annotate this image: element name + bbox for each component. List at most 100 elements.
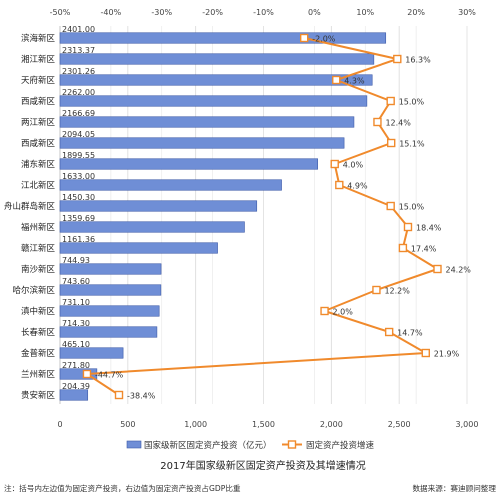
bar (59, 284, 162, 296)
growth-point (300, 33, 309, 43)
growth-point-label: 24.2% (445, 266, 471, 275)
bar-value-label: 2301.26 (62, 67, 95, 76)
growth-point (386, 138, 396, 148)
growth-line (85, 37, 439, 396)
category-label: 长春新区 (21, 327, 56, 338)
top-tick-label: 10% (356, 8, 374, 17)
bar (59, 200, 258, 212)
category-label-layer: 滨海新区湘江新区天府新区西咸新区两江新区西咸新区浦东新区江北新区舟山群岛新区福州… (4, 33, 56, 401)
legend-swatch-marker (287, 440, 297, 449)
category-label: 金普新区 (21, 348, 56, 359)
bar (59, 242, 218, 254)
bottom-tick-label: 1,500 (252, 420, 275, 429)
bottom-axis-tick-labels: 0 500 1,000 1,500 2,000 2,500 3,000 (57, 420, 478, 429)
bar-label-layer: 2401.00 2313.37 2301.26 2262.00 2166.69 2094.… (62, 25, 95, 391)
top-tick-label: -40% (101, 8, 122, 17)
growth-point-label: 2.0% (333, 308, 354, 317)
top-tick-label: 20% (407, 8, 425, 17)
bar-value-label: 271.80 (62, 361, 90, 370)
growth-point-label: 16.3% (405, 56, 431, 65)
bar (59, 95, 368, 107)
growth-point-label: 15.1% (399, 140, 425, 149)
bottom-tick-label: 3,000 (456, 420, 479, 429)
growth-point (421, 348, 430, 358)
bar (59, 221, 245, 233)
bar (59, 347, 124, 359)
growth-point (386, 96, 395, 106)
bar-value-label: 1633.00 (62, 172, 95, 181)
top-tick-label: -20% (202, 8, 223, 17)
bar (59, 32, 387, 44)
growth-point (320, 306, 329, 316)
growth-point (373, 117, 382, 127)
category-label: 天府新区 (21, 75, 56, 86)
bottom-tick-label: 0 (57, 420, 62, 429)
bottom-tick-label: 2,500 (388, 420, 411, 429)
growth-point-label: 4.3% (344, 77, 365, 86)
top-axis-tick-labels: -50% -40% -30% -20% -10% 0% 10% 20% 30% (50, 8, 477, 17)
category-label: 兰州新区 (21, 369, 56, 380)
legend-label-line: 固定资产投资增速 (306, 440, 375, 451)
bar-value-label: 2094.05 (62, 130, 95, 139)
top-tick-label: -10% (253, 8, 274, 17)
category-label: 贵安新区 (21, 390, 56, 401)
bar (59, 326, 158, 338)
growth-point (384, 327, 394, 337)
category-label: 福州新区 (21, 222, 56, 233)
category-label: 湘江新区 (21, 54, 56, 65)
bar-value-label: 204.39 (62, 382, 90, 391)
bar-value-label: 1899.55 (62, 151, 95, 160)
growth-point-label: -38.4% (127, 392, 156, 401)
growth-point (386, 201, 395, 211)
bottom-tick-label: 500 (120, 420, 135, 429)
growth-point (433, 264, 442, 274)
bar-value-label: 2401.00 (62, 25, 95, 34)
bar (59, 263, 162, 275)
legend-label-bar: 国家级新区固定资产投资（亿元） (144, 440, 272, 451)
bar (59, 53, 375, 65)
category-label: 舟山群岛新区 (4, 201, 56, 212)
growth-point (398, 243, 408, 253)
bar (59, 74, 373, 86)
bar-value-label: 731.10 (62, 298, 90, 307)
bar-value-label: 2313.37 (62, 46, 95, 55)
growth-point-label: 21.9% (434, 350, 460, 359)
growth-point (114, 390, 124, 400)
category-label: 西咸新区 (21, 138, 56, 149)
category-label: 赣江新区 (21, 243, 56, 254)
growth-point-label: 14.7% (397, 329, 423, 338)
bar-value-label: 2166.69 (62, 109, 95, 118)
bar-value-label: 1450.30 (62, 193, 95, 202)
growth-point (330, 159, 339, 169)
top-tick-label: -30% (151, 8, 172, 17)
growth-point-label: 4.0% (343, 161, 364, 170)
top-tick-label: 30% (458, 8, 476, 17)
category-label: 西咸新区 (21, 96, 56, 107)
chart-source: 数据来源：赛迪顾问整理 (412, 483, 496, 493)
growth-point (335, 180, 344, 190)
bar-value-label: 1359.69 (62, 214, 95, 223)
category-label: 浦东新区 (21, 159, 56, 170)
bar (59, 305, 160, 317)
growth-point-label: 12.2% (384, 287, 410, 296)
growth-point (372, 285, 381, 295)
growth-point-label: 4.9% (347, 182, 368, 191)
bar-value-label: 744.93 (62, 256, 90, 265)
category-label: 滇中新区 (21, 306, 56, 317)
bar-value-label: 465.10 (62, 340, 90, 349)
point-label-layer: -2.0% 16.3% 4.3% 15.0% 12.4% 15.1% 4.0% 4.9% 15.… (95, 35, 471, 401)
bar (59, 179, 282, 191)
bar (59, 389, 89, 401)
category-label: 滨海新区 (21, 33, 56, 44)
growth-point (332, 75, 341, 85)
growth-point-label: 15.0% (399, 98, 425, 107)
bottom-tick-label: 1,000 (184, 420, 207, 429)
bar-layer (59, 32, 387, 401)
bar (59, 158, 319, 170)
category-label: 江北新区 (21, 180, 56, 191)
chart-title: 2017年国家级新区固定资产投资及其增速情况 (160, 459, 365, 472)
bar-value-label: 2262.00 (62, 88, 95, 97)
bottom-tick-label: 2,000 (320, 420, 343, 429)
